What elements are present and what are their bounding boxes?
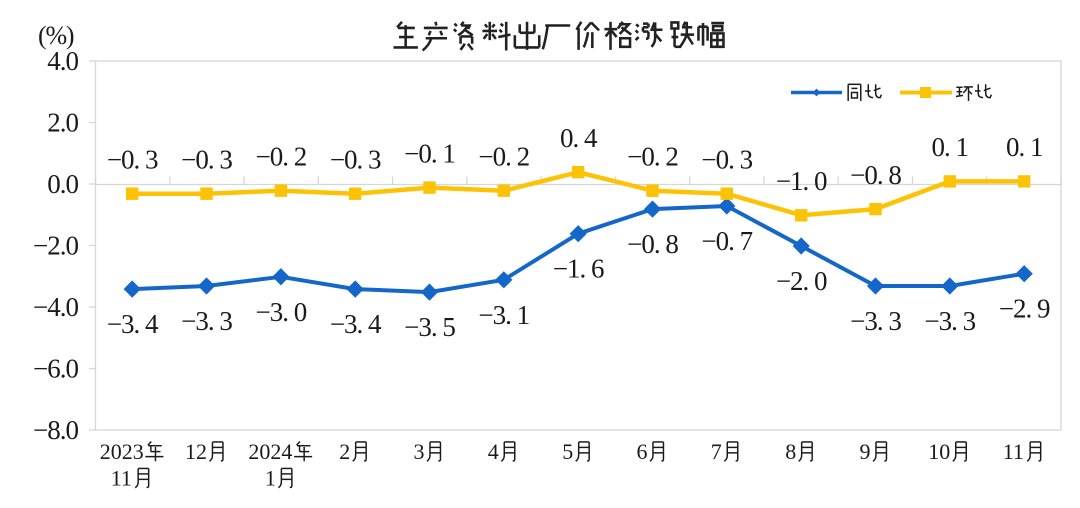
svg-text:−0. 8: −0. 8	[850, 160, 901, 190]
svg-text:4.0: 4.0	[47, 46, 78, 76]
svg-text:1: 1	[265, 466, 276, 491]
svg-text:−4.0: −4.0	[33, 292, 78, 322]
svg-text:−3. 3: −3. 3	[181, 306, 232, 336]
svg-text:−0. 2: −0. 2	[256, 141, 307, 171]
svg-text:−2. 9: −2. 9	[999, 294, 1050, 324]
svg-text:−0. 1: −0. 1	[404, 138, 455, 168]
svg-text:−2. 0: −2. 0	[776, 266, 827, 296]
svg-text:−3. 3: −3. 3	[850, 306, 901, 336]
svg-text:−3. 4: −3. 4	[330, 309, 382, 339]
svg-text:11: 11	[1003, 439, 1024, 464]
svg-text:11: 11	[111, 466, 132, 491]
svg-text:2: 2	[339, 439, 350, 464]
svg-text:−6.0: −6.0	[33, 353, 78, 383]
svg-text:−0. 3: −0. 3	[107, 144, 158, 174]
svg-text:12: 12	[185, 439, 207, 464]
svg-text:−3. 1: −3. 1	[478, 300, 529, 330]
svg-text:−0. 3: −0. 3	[330, 144, 381, 174]
svg-text:−0. 2: −0. 2	[627, 141, 678, 171]
svg-text:0.0: 0.0	[47, 169, 78, 199]
svg-text:−3. 4: −3. 4	[107, 309, 159, 339]
svg-text:5: 5	[562, 439, 573, 464]
svg-text:−2.0: −2.0	[33, 230, 78, 260]
svg-text:2023: 2023	[100, 439, 144, 464]
svg-text:−0. 2: −0. 2	[478, 141, 529, 171]
svg-text:7: 7	[711, 439, 722, 464]
svg-text:(%): (%)	[38, 21, 74, 50]
svg-text:4: 4	[488, 439, 499, 464]
svg-text:−0. 8: −0. 8	[627, 229, 678, 259]
svg-text:9: 9	[860, 439, 871, 464]
svg-text:10: 10	[928, 439, 950, 464]
svg-text:2.0: 2.0	[47, 107, 78, 137]
svg-text:−0. 3: −0. 3	[181, 144, 232, 174]
svg-text:−1. 6: −1. 6	[553, 254, 604, 284]
svg-text:0. 1: 0. 1	[1006, 132, 1043, 162]
svg-text:2024: 2024	[248, 439, 292, 464]
svg-text:−8.0: −8.0	[33, 415, 78, 445]
svg-text:−0. 7: −0. 7	[701, 226, 752, 256]
svg-text:−3. 3: −3. 3	[924, 306, 975, 336]
svg-text:−0. 3: −0. 3	[701, 144, 752, 174]
svg-text:−1. 0: −1. 0	[776, 166, 827, 196]
svg-text:0. 4: 0. 4	[560, 123, 598, 153]
svg-text:−3. 0: −3. 0	[256, 297, 307, 327]
svg-text:6: 6	[637, 439, 648, 464]
svg-text:3: 3	[414, 439, 425, 464]
svg-text:8: 8	[785, 439, 796, 464]
svg-text:0. 1: 0. 1	[932, 132, 969, 162]
svg-text:−3. 5: −3. 5	[404, 312, 455, 342]
